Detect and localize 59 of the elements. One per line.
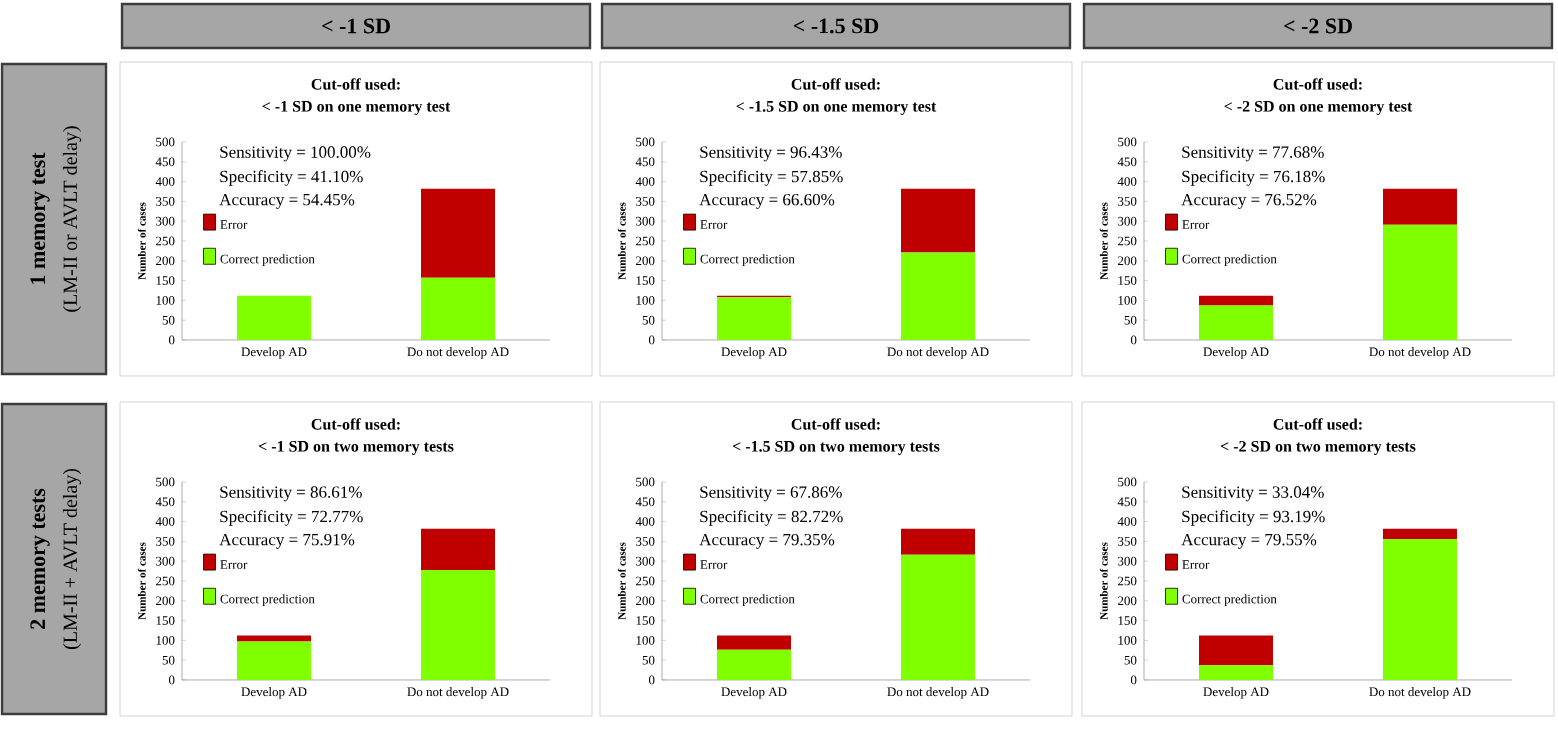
bar (1198, 635, 1273, 666)
chart-subtitle: < -1.5 SD on one memory test (736, 100, 937, 115)
annotation: Sensitivity = 100.00% (220, 146, 371, 162)
bar (237, 641, 312, 680)
chart-subtitle: < -1 SD on one memory test (262, 100, 451, 115)
annotation: Specificity = 76.18% (1182, 170, 1325, 186)
bar (901, 528, 975, 555)
annotation: Sensitivity = 96.43% (700, 146, 842, 162)
annotation: Specificity = 41.10% (220, 170, 363, 186)
annotation: Accuracy = 66.60% (699, 193, 835, 209)
bar (421, 188, 496, 278)
annotation: Sensitivity = 77.68% (1182, 146, 1324, 162)
chart-title: Cut-off used: (791, 418, 880, 430)
text: 1 memory test (30, 152, 50, 284)
annotation: Sensitivity = 67.86% (700, 486, 842, 502)
bar (1382, 188, 1457, 225)
bar (901, 188, 975, 253)
bar (901, 252, 975, 340)
annotation: Sensitivity = 86.61% (220, 486, 362, 502)
bar (1198, 295, 1273, 306)
bar (717, 635, 792, 650)
text: < -1 SD (322, 18, 390, 34)
chart-title: Cut-off used: (1273, 78, 1362, 90)
chart-subtitle: < -1.5 SD on two memory tests (732, 440, 940, 455)
bar (237, 295, 312, 340)
chart-title: Cut-off used: (311, 78, 400, 90)
chart-title: Cut-off used: (311, 418, 400, 430)
text: 2 memory tests (30, 488, 50, 629)
annotation: Accuracy = 79.55% (1181, 533, 1317, 549)
bar (1382, 539, 1457, 680)
text: (LM-II or AVLT delay) (62, 126, 82, 312)
annotation: Accuracy = 76.52% (1181, 193, 1317, 209)
bar (237, 635, 312, 642)
bar (421, 569, 496, 680)
annotation: Specificity = 72.77% (220, 510, 363, 526)
bar (421, 528, 496, 570)
chart-title: Cut-off used: (791, 78, 880, 90)
bar (717, 649, 792, 680)
chart-subtitle: < -1 SD on two memory tests (258, 440, 454, 455)
bar (717, 297, 792, 340)
annotation: Accuracy = 54.45% (219, 193, 355, 209)
chart-subtitle: < -2 SD on one memory test (1224, 100, 1413, 115)
bar (1198, 305, 1273, 340)
annotation: Specificity = 93.19% (1182, 510, 1325, 526)
bar (901, 554, 975, 680)
bar (421, 277, 496, 340)
text: (LM-II + AVLT delay) (62, 468, 82, 649)
chart-title: Cut-off used: (1273, 418, 1362, 430)
bar (1382, 224, 1457, 340)
annotation: Sensitivity = 33.04% (1182, 486, 1324, 502)
annotation: Specificity = 82.72% (700, 510, 843, 526)
text: < -1.5 SD (793, 18, 879, 34)
annotation: Accuracy = 75.91% (219, 533, 355, 549)
annotation: Specificity = 57.85% (700, 170, 843, 186)
annotation: Accuracy = 79.35% (699, 533, 835, 549)
text: < -2 SD (1284, 18, 1352, 34)
chart-subtitle: < -2 SD on two memory tests (1220, 440, 1416, 455)
bar (1198, 665, 1273, 680)
bar (1382, 528, 1457, 539)
